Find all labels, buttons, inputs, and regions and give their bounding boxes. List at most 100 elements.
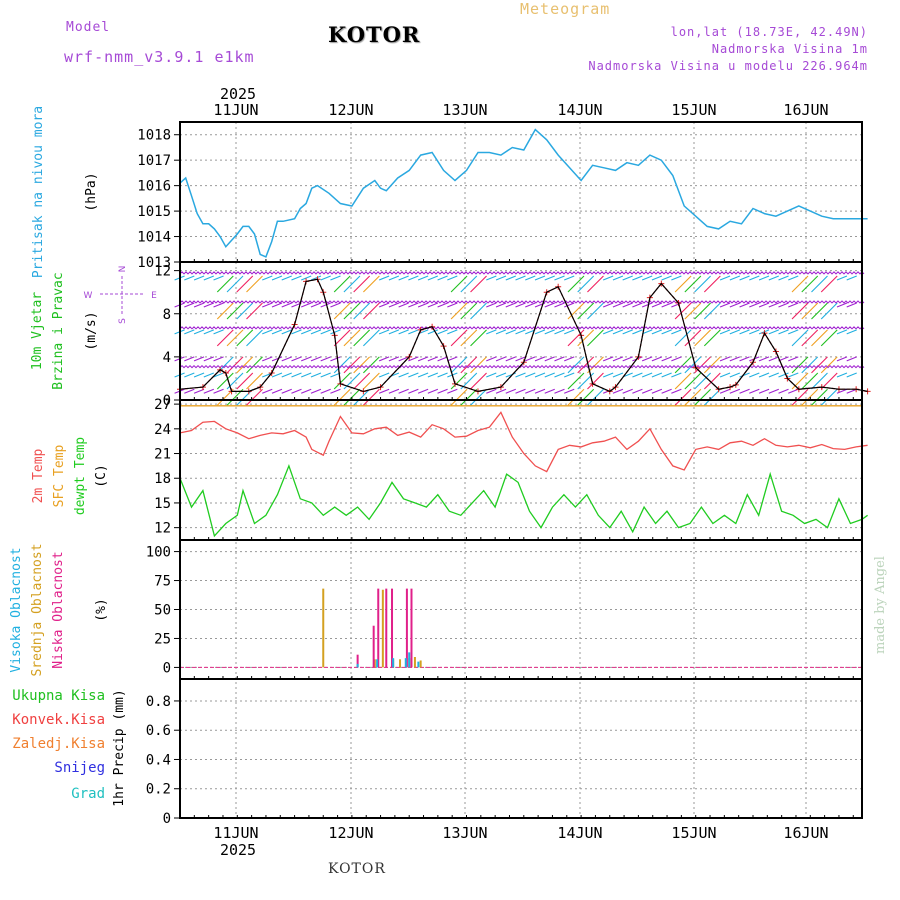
wind-barb (525, 372, 536, 378)
wind-barb (184, 302, 195, 308)
wind-barb (246, 302, 263, 320)
wind-barb (587, 302, 604, 320)
y-tick-label: 0.2 (146, 782, 171, 798)
wind-barb (281, 372, 292, 378)
wind-barb (262, 302, 273, 308)
x-top-day-label: 15JUN (671, 101, 716, 119)
wind-barb (577, 388, 595, 406)
y-tick-label: 18 (154, 471, 171, 487)
wind-barb (661, 388, 672, 394)
wind-barb (632, 275, 643, 281)
wind-barb (388, 329, 400, 335)
wind-barb (427, 275, 439, 281)
wind-barb (353, 329, 371, 347)
y-tick-label: 12 (154, 521, 171, 537)
wind-barb (674, 329, 692, 347)
wind-barb (216, 302, 234, 320)
wind-barb (612, 356, 624, 362)
wind-barb (836, 302, 848, 308)
wind-barb (408, 372, 419, 378)
wind-barb (363, 275, 380, 293)
wind-barb (684, 356, 702, 374)
wind-barb (791, 329, 809, 347)
wind-barb (602, 329, 614, 335)
wind-barb (577, 329, 595, 347)
wind-barb (703, 275, 721, 293)
wind-barb (495, 356, 507, 362)
wind-barb (768, 372, 779, 378)
wind-barb (788, 275, 799, 281)
wind-barb (719, 372, 731, 378)
y-tick-label: 4 (163, 350, 171, 366)
high-cloud-axis-title: Visoka Oblacnost (9, 547, 24, 672)
wind-barb (281, 356, 292, 362)
wind-barb (301, 302, 312, 308)
wind-barb (749, 275, 760, 281)
wind-barb (213, 388, 224, 394)
x-bottom-day-label: 12JUN (328, 824, 373, 842)
wind-barb (271, 372, 283, 378)
wind-barb (226, 329, 244, 347)
x-top-day-label: 12JUN (328, 101, 373, 119)
wind-barb (694, 275, 711, 293)
wind-barb (246, 329, 263, 347)
wind-barb (470, 372, 487, 390)
wind-barb (236, 356, 254, 374)
y-tick-label: 50 (154, 603, 171, 619)
wind-barb (216, 275, 234, 293)
wind-barb (749, 329, 760, 335)
y-tick-label: 21 (154, 447, 171, 463)
wind-barb (534, 275, 546, 281)
wind-barb (525, 388, 536, 394)
wind-barb (246, 356, 263, 374)
panel-frame (179, 261, 863, 401)
wind-barb (236, 302, 254, 320)
wind-barb (486, 275, 497, 281)
wind-barb (525, 302, 536, 308)
wind-barb (788, 372, 799, 378)
wind-barb (836, 388, 848, 394)
wind-barb (301, 356, 312, 362)
wind-barb (811, 302, 828, 320)
wind-barb (353, 388, 371, 406)
wind-barb (641, 329, 653, 335)
wind-barb (427, 302, 439, 308)
sfc-temp-axis-title: SFC Temp (52, 445, 67, 508)
wind-barb (193, 302, 205, 308)
wind-barb (836, 356, 848, 362)
wind-barb (719, 329, 731, 335)
wind-barb (495, 302, 507, 308)
wind-barb (470, 356, 487, 374)
wind-barb (271, 302, 283, 308)
wind-barb (343, 275, 361, 293)
wind-barb (398, 388, 409, 394)
wind-barb (460, 388, 478, 406)
wind-barb (515, 275, 526, 281)
wind-barb (577, 302, 595, 320)
wind-barb (437, 388, 448, 394)
wind-barb (320, 302, 331, 308)
wind-barb (333, 302, 351, 320)
wind-barb (460, 329, 478, 347)
panel-frame (179, 121, 863, 263)
wind-barb (820, 388, 838, 406)
compass-north: N (118, 266, 128, 273)
panel-frame (179, 399, 863, 541)
wind-barb (554, 275, 565, 281)
wind-barb (684, 372, 702, 390)
wind-axis-title: 10m Vjetar (30, 292, 45, 370)
wind-barb (564, 329, 575, 335)
wind-barb (846, 372, 857, 378)
wind-barb (460, 356, 478, 374)
wind-barb (262, 356, 273, 362)
wind-barb (437, 302, 448, 308)
wind-barb (353, 302, 371, 320)
wind-direction-band (179, 364, 865, 369)
wind-barb (291, 372, 302, 378)
wind-barb (641, 356, 653, 362)
wind-barb (729, 372, 741, 378)
wind-barb (641, 275, 653, 281)
wind-barb (791, 372, 809, 390)
wind-barb (417, 356, 429, 362)
wind-barb (320, 356, 331, 362)
